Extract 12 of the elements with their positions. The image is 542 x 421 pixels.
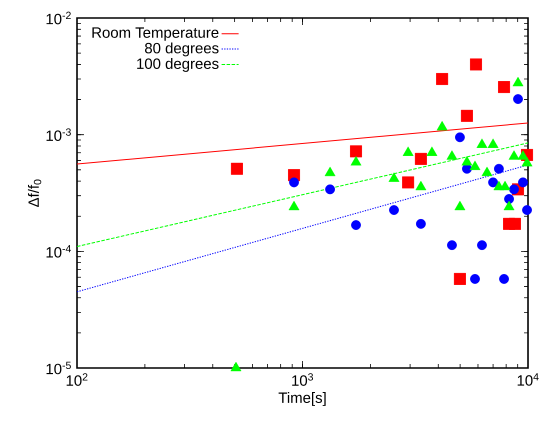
x-tick-label: 10$^{4}$ — [518, 373, 539, 386]
x-tick-label: 10$^{3}$ — [292, 373, 314, 386]
legend-label: Room Temperature — [92, 27, 218, 41]
y-tick-label: 10$^{-4}$ — [46, 245, 72, 258]
y-axis-title: Δf/f$_{0}$ — [28, 180, 42, 207]
legend-label: 100 degrees — [137, 58, 219, 72]
x-axis-title: Time[s] — [278, 392, 326, 406]
y-tick-label: 10$^{-2}$ — [46, 12, 71, 24]
legend-label: 80 degrees — [144, 42, 219, 56]
y-tick-label: 10$^{-5}$ — [46, 362, 71, 374]
x-tick-label: 10$^{2}$ — [66, 373, 88, 386]
y-tick-label: 10$^{-3}$ — [46, 128, 71, 141]
